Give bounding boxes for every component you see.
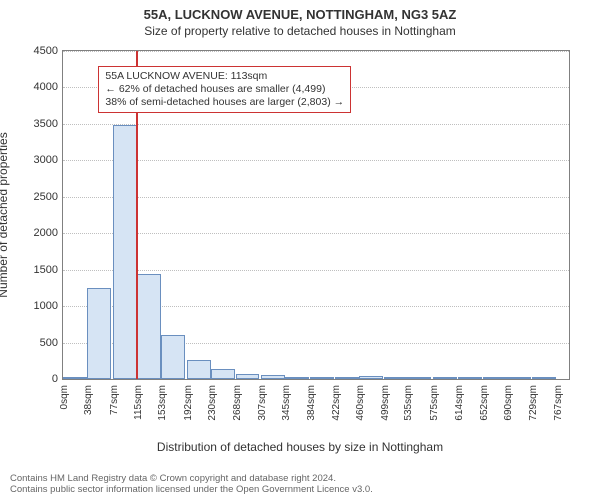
histogram-bar — [483, 377, 507, 379]
plot-wrap: 0500100015002000250030003500400045000sqm… — [62, 50, 570, 380]
x-axis-label: Distribution of detached houses by size … — [0, 440, 600, 454]
ytick-label: 2000 — [34, 227, 58, 239]
histogram-bar — [63, 377, 87, 379]
histogram-bar — [433, 377, 457, 379]
gridline — [63, 197, 569, 198]
ytick-label: 500 — [40, 337, 58, 349]
gridline — [63, 270, 569, 271]
ytick-label: 4000 — [34, 81, 58, 93]
footer-attribution: Contains HM Land Registry data © Crown c… — [10, 474, 373, 496]
gridline — [63, 124, 569, 125]
histogram-bar — [384, 377, 408, 379]
xtick-label: 384sqm — [306, 385, 317, 421]
xtick-label: 652sqm — [479, 385, 490, 421]
histogram-bar — [507, 377, 531, 379]
xtick-label: 767sqm — [553, 385, 564, 421]
plot-area: 0500100015002000250030003500400045000sqm… — [62, 50, 570, 380]
xtick-label: 575sqm — [429, 385, 440, 421]
xtick-label: 268sqm — [232, 385, 243, 421]
gridline — [63, 160, 569, 161]
histogram-bar — [211, 369, 235, 379]
histogram-bar — [335, 377, 359, 379]
histogram-bar — [285, 377, 309, 379]
ytick-label: 4500 — [34, 45, 58, 57]
chart-container: 55A, LUCKNOW AVENUE, NOTTINGHAM, NG3 5AZ… — [0, 0, 600, 500]
y-axis-label: Number of detached properties — [0, 132, 10, 297]
xtick-label: 535sqm — [403, 385, 414, 421]
gridline — [63, 51, 569, 52]
xtick-label: 77sqm — [109, 385, 120, 415]
histogram-bar — [236, 374, 260, 379]
histogram-bar — [458, 377, 482, 379]
xtick-label: 422sqm — [331, 385, 342, 421]
xtick-label: 230sqm — [207, 385, 218, 421]
histogram-bar — [187, 360, 211, 379]
annotation-line: 38% of semi-detached houses are larger (… — [105, 96, 344, 109]
histogram-bar — [161, 335, 185, 379]
xtick-label: 192sqm — [183, 385, 194, 421]
footer-line-2: Contains public sector information licen… — [10, 485, 373, 496]
ytick-label: 3000 — [34, 154, 58, 166]
ytick-label: 0 — [52, 373, 58, 385]
histogram-bar — [407, 377, 431, 379]
histogram-bar — [532, 377, 556, 379]
gridline — [63, 233, 569, 234]
annotation-line: 55A LUCKNOW AVENUE: 113sqm — [105, 70, 344, 83]
histogram-bar — [137, 274, 161, 379]
xtick-label: 460sqm — [355, 385, 366, 421]
annotation-line: ← 62% of detached houses are smaller (4,… — [105, 83, 344, 96]
ytick-label: 1500 — [34, 264, 58, 276]
ytick-label: 3500 — [34, 118, 58, 130]
xtick-label: 690sqm — [503, 385, 514, 421]
xtick-label: 115sqm — [133, 385, 144, 420]
ytick-label: 2500 — [34, 191, 58, 203]
histogram-bar — [113, 125, 137, 379]
xtick-label: 153sqm — [157, 385, 168, 421]
xtick-label: 614sqm — [454, 385, 465, 421]
histogram-bar — [310, 377, 334, 379]
xtick-label: 729sqm — [528, 385, 539, 421]
ytick-label: 1000 — [34, 300, 58, 312]
annotation-box: 55A LUCKNOW AVENUE: 113sqm← 62% of detac… — [98, 66, 351, 113]
xtick-label: 307sqm — [257, 385, 268, 421]
xtick-label: 345sqm — [281, 385, 292, 421]
xtick-label: 0sqm — [59, 385, 70, 409]
chart-title: 55A, LUCKNOW AVENUE, NOTTINGHAM, NG3 5AZ — [0, 0, 600, 22]
xtick-label: 499sqm — [380, 385, 391, 421]
xtick-label: 38sqm — [83, 385, 94, 415]
histogram-bar — [87, 288, 111, 379]
chart-subtitle: Size of property relative to detached ho… — [0, 22, 600, 42]
histogram-bar — [261, 375, 285, 379]
histogram-bar — [359, 376, 383, 379]
